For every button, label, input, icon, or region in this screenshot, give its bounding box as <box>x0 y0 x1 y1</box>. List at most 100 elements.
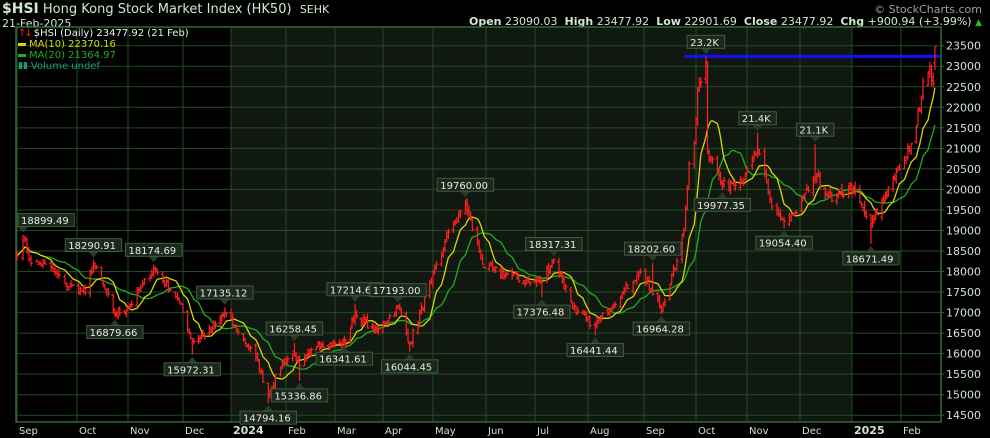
price-annotation: 14794.16 <box>239 405 297 425</box>
annotation-label: 15336.86 <box>274 391 322 402</box>
ohlc-bar <box>446 228 451 240</box>
ohlc-bar <box>69 280 73 289</box>
annotation-label: 18174.69 <box>128 246 176 257</box>
ohlc-bar <box>117 306 122 317</box>
ohlc-bar <box>202 334 207 340</box>
ohlc-bar <box>155 268 160 275</box>
annotation-label: 17193.00 <box>373 286 421 297</box>
annotation-box <box>86 325 144 340</box>
annotation-label: 18899.49 <box>21 216 69 227</box>
x-tick-label: Sep <box>646 426 665 437</box>
annotation-box <box>64 238 123 253</box>
y-tick-label: 19500 <box>946 204 981 217</box>
ohlc-bar <box>309 347 314 357</box>
y-tick-label: 21000 <box>946 142 981 155</box>
annotation-label: 19760.00 <box>440 181 488 192</box>
annotation-pointer <box>18 226 28 233</box>
x-tick-label: Nov <box>749 426 769 437</box>
annotation-box <box>196 285 254 300</box>
annotation-label: 16964.28 <box>636 325 684 336</box>
annotation-label: 21.1K <box>799 126 828 137</box>
y-tick-label: 14500 <box>946 409 981 422</box>
legend-ma10-label: MA(10) 22370.16 <box>29 39 116 50</box>
y-tick-label: 17000 <box>946 307 981 320</box>
annotation-pointer <box>393 296 403 303</box>
ma20-line <box>16 124 936 370</box>
annotation-box <box>686 34 726 49</box>
price-annotation: 17376.48 <box>513 299 571 319</box>
ohlc-bar <box>505 271 510 277</box>
ohlc-bar <box>386 319 390 326</box>
ohlc-bar <box>181 302 185 314</box>
ohlc-bar <box>671 264 676 277</box>
legend-ma10: MA(10) 22370.16 <box>18 39 189 50</box>
ohlc-bar <box>933 46 937 71</box>
annotation-pointer <box>88 251 99 258</box>
ohlc-bar <box>224 312 229 318</box>
x-tick-label: 2024 <box>233 424 264 437</box>
ohlc-bar <box>782 216 786 229</box>
ohlc-bar <box>794 210 799 214</box>
x-tick-label: Oct <box>79 426 96 437</box>
ohlc-bar <box>129 300 134 308</box>
ohlc-bar <box>321 341 325 349</box>
y-tick-label: 16000 <box>946 348 981 361</box>
ohlc-bar <box>29 255 33 267</box>
ohlc-bar <box>850 183 854 197</box>
annotation-box <box>369 283 427 298</box>
ohlc-bar <box>569 286 573 303</box>
ohlc-bar <box>236 327 240 336</box>
annotation-label: 14794.16 <box>243 414 291 425</box>
price-annotation: 15336.86 <box>270 382 329 403</box>
ohlc-bar <box>285 355 290 366</box>
annotation-pointer <box>536 299 547 306</box>
ohlc-bar <box>699 77 703 88</box>
ohlc-bar <box>733 181 738 192</box>
low-value: 22901.69 <box>684 15 737 28</box>
triangle-up-icon: ▲ <box>975 18 982 28</box>
annotation-pointer <box>289 335 300 342</box>
ohlc-bar <box>43 259 47 265</box>
ma20-line-icon <box>18 54 26 57</box>
annotation-pointer <box>700 48 711 55</box>
ohlc-bar <box>422 296 427 313</box>
open-label: Open <box>468 15 502 28</box>
annotation-box <box>623 241 682 256</box>
ohlc-bar <box>914 125 919 144</box>
chart-title: $HSI Hong Kong Stock Market Index (HK50)… <box>2 1 329 17</box>
ohlc-bar <box>243 338 247 345</box>
ohlc-bar <box>192 337 196 345</box>
annotation-box <box>239 410 297 425</box>
price-annotation: 18174.69 <box>124 242 183 263</box>
price-annotation: 16341.61 <box>315 346 373 366</box>
ohlc-readout: Open 23090.03 High 23477.92 Low 22901.69… <box>469 15 982 28</box>
y-tick-label: 18500 <box>946 245 981 258</box>
annotation-label: 16258.45 <box>269 325 317 336</box>
annotation-box <box>842 251 900 266</box>
x-tick-label: Mar <box>337 426 357 437</box>
y-tick-label: 23000 <box>946 60 981 73</box>
ohlc-bar <box>411 328 415 348</box>
close-label: Close <box>743 15 778 28</box>
annotation-pointer <box>339 346 350 353</box>
ohlc-bar <box>71 284 75 287</box>
x-tick-label: Aug <box>590 426 610 437</box>
annotation-box <box>124 242 183 257</box>
ohlc-bar <box>909 142 913 156</box>
ohlc-bar <box>875 208 880 216</box>
ohlc-bar <box>650 263 655 296</box>
annotation-pointer <box>717 192 728 199</box>
x-tick-label: Nov <box>130 426 150 437</box>
annotation-label: 19977.35 <box>697 201 745 212</box>
y-tick-label: 22500 <box>946 81 981 94</box>
y-tick-label: 16500 <box>946 327 981 340</box>
ohlc-bar <box>365 313 370 329</box>
price-annotation: 17193.00 <box>369 283 427 303</box>
annotation-pointer <box>590 337 601 344</box>
annotation-pointer <box>109 319 120 326</box>
ohlc-bar <box>769 197 774 210</box>
annotation-box <box>380 359 439 374</box>
price-annotation: 18317.31 <box>525 237 583 257</box>
ohlc-bar <box>376 325 381 336</box>
legend-price-label: $HSI (Daily) 23477.92 (21 Feb) <box>33 28 189 39</box>
